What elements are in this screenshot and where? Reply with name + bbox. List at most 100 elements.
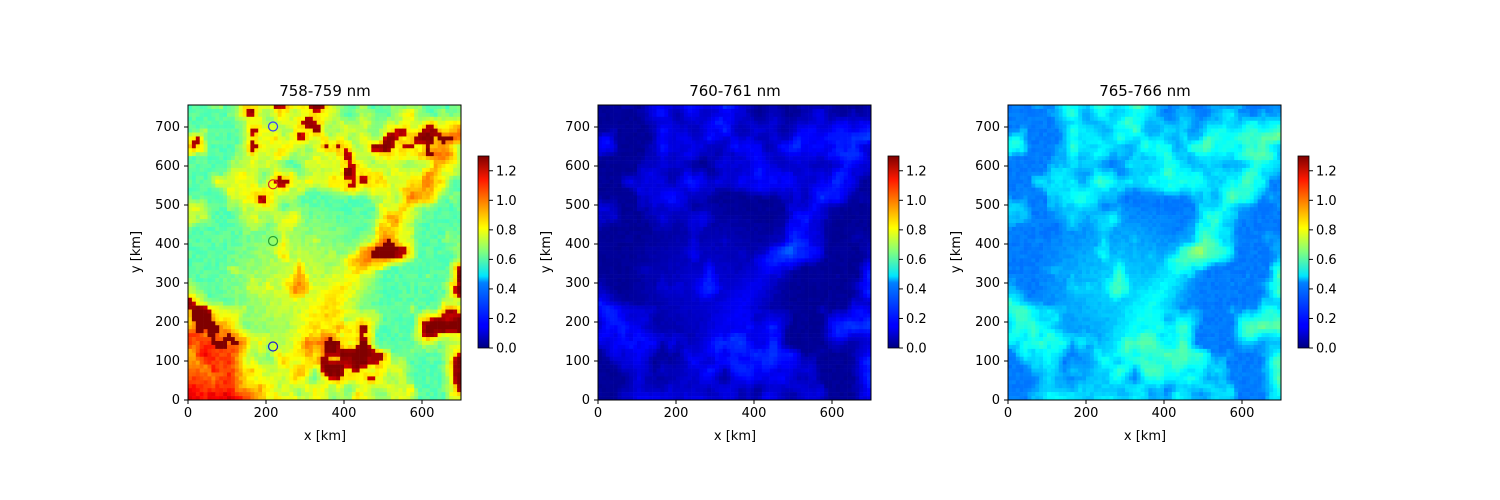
heatmap-cell bbox=[305, 345, 309, 349]
heatmap-cell bbox=[196, 282, 200, 286]
heatmap-cell bbox=[250, 278, 254, 282]
heatmap-cell bbox=[430, 176, 434, 180]
heatmap-cell bbox=[262, 133, 266, 137]
heatmap-cell bbox=[211, 262, 215, 266]
heatmap-cell bbox=[406, 372, 410, 376]
heatmap-cell bbox=[192, 188, 196, 192]
heatmap-cell bbox=[375, 349, 379, 353]
heatmap-cell bbox=[449, 136, 453, 140]
heatmap-cell bbox=[239, 310, 243, 314]
heatmap-cell bbox=[231, 345, 235, 349]
heatmap-cell bbox=[453, 251, 457, 255]
heatmap-cell bbox=[293, 156, 297, 160]
heatmap-cell bbox=[399, 365, 403, 369]
heatmap-cell bbox=[395, 180, 399, 184]
heatmap-cell bbox=[371, 156, 375, 160]
heatmap-cell bbox=[309, 176, 313, 180]
heatmap-cell bbox=[274, 211, 278, 215]
heatmap-cell bbox=[219, 365, 223, 369]
heatmap-cell bbox=[430, 274, 434, 278]
heatmap-cell bbox=[321, 188, 325, 192]
heatmap-cell bbox=[270, 219, 274, 223]
heatmap-cell bbox=[219, 251, 223, 255]
heatmap-cell bbox=[266, 353, 270, 357]
heatmap-cell bbox=[321, 361, 325, 365]
heatmap-cell bbox=[208, 235, 212, 239]
heatmap-cell bbox=[223, 337, 227, 341]
heatmap-cell bbox=[297, 235, 301, 239]
heatmap-cell bbox=[223, 310, 227, 314]
heatmap-cell bbox=[391, 203, 395, 207]
heatmap-cell bbox=[430, 337, 434, 341]
heatmap-cell bbox=[379, 156, 383, 160]
heatmap-cell bbox=[422, 239, 426, 243]
heatmap-cell bbox=[250, 258, 254, 262]
heatmap-cell bbox=[278, 274, 282, 278]
heatmap-cell bbox=[332, 243, 336, 247]
heatmap-cell bbox=[391, 290, 395, 294]
heatmap-cell bbox=[418, 239, 422, 243]
heatmap-cell bbox=[254, 317, 258, 321]
heatmap-cell bbox=[367, 310, 371, 314]
heatmap-cell bbox=[223, 109, 227, 113]
heatmap-cell bbox=[325, 219, 329, 223]
heatmap-cell bbox=[196, 266, 200, 270]
heatmap-cell bbox=[309, 258, 313, 262]
heatmap-cell bbox=[379, 310, 383, 314]
heatmap-cell bbox=[414, 203, 418, 207]
heatmap-cell bbox=[438, 251, 442, 255]
heatmap-cell bbox=[301, 313, 305, 317]
heatmap-cell bbox=[375, 121, 379, 125]
heatmap-cell bbox=[262, 278, 266, 282]
heatmap-cell bbox=[282, 144, 286, 148]
heatmap-cell bbox=[442, 361, 446, 365]
heatmap-cell bbox=[336, 310, 340, 314]
heatmap-cell bbox=[414, 136, 418, 140]
heatmap-cell bbox=[356, 270, 360, 274]
heatmap-cell bbox=[188, 188, 192, 192]
heatmap-cell bbox=[301, 219, 305, 223]
heatmap-cell bbox=[196, 262, 200, 266]
heatmap-cell bbox=[453, 207, 457, 211]
heatmap-cell bbox=[243, 298, 247, 302]
heatmap-cell bbox=[250, 310, 254, 314]
heatmap-cell bbox=[270, 337, 274, 341]
heatmap-cell bbox=[340, 215, 344, 219]
heatmap-cell bbox=[305, 211, 309, 215]
heatmap-cell bbox=[250, 239, 254, 243]
heatmap-cell bbox=[250, 195, 254, 199]
heatmap-cell bbox=[274, 270, 278, 274]
heatmap-cell bbox=[332, 140, 336, 144]
heatmap-cell bbox=[317, 317, 321, 321]
heatmap-cell bbox=[301, 168, 305, 172]
heatmap-cell bbox=[301, 195, 305, 199]
heatmap-cell bbox=[399, 223, 403, 227]
heatmap-cell bbox=[418, 223, 422, 227]
heatmap-cell bbox=[328, 133, 332, 137]
heatmap-cell bbox=[219, 329, 223, 333]
heatmap-cell bbox=[434, 380, 438, 384]
heatmap-cell bbox=[445, 176, 449, 180]
heatmap-cell bbox=[231, 349, 235, 353]
heatmap-cell bbox=[254, 160, 258, 164]
heatmap-cell bbox=[352, 251, 356, 255]
heatmap-cell bbox=[367, 164, 371, 168]
heatmap-cell bbox=[258, 192, 262, 196]
heatmap-cell bbox=[445, 156, 449, 160]
heatmap-cell bbox=[215, 117, 219, 121]
heatmap-cell bbox=[395, 176, 399, 180]
heatmap-cell bbox=[438, 372, 442, 376]
heatmap-cell bbox=[247, 294, 251, 298]
heatmap-cell bbox=[391, 180, 395, 184]
heatmap-cell bbox=[274, 156, 278, 160]
heatmap-cell bbox=[239, 152, 243, 156]
heatmap-cell bbox=[442, 325, 446, 329]
heatmap-cell bbox=[364, 129, 368, 133]
heatmap-cell bbox=[325, 235, 329, 239]
heatmap-cell bbox=[449, 380, 453, 384]
heatmap-cell bbox=[383, 231, 387, 235]
heatmap-cell bbox=[321, 243, 325, 247]
heatmap-cell bbox=[325, 156, 329, 160]
heatmap-cell bbox=[274, 357, 278, 361]
heatmap-cell bbox=[442, 353, 446, 357]
